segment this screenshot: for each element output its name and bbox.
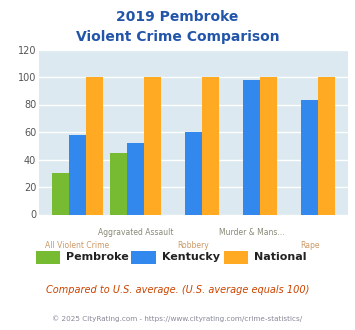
Text: Kentucky: Kentucky bbox=[162, 252, 219, 262]
Text: Rape: Rape bbox=[300, 241, 319, 249]
Text: Murder & Mans...: Murder & Mans... bbox=[219, 228, 284, 237]
Text: 2019 Pembroke: 2019 Pembroke bbox=[116, 10, 239, 24]
Text: Violent Crime Comparison: Violent Crime Comparison bbox=[76, 30, 279, 44]
Text: Robbery: Robbery bbox=[178, 241, 209, 249]
Text: Pembroke: Pembroke bbox=[66, 252, 129, 262]
Bar bbox=[202, 77, 219, 214]
Text: © 2025 CityRating.com - https://www.cityrating.com/crime-statistics/: © 2025 CityRating.com - https://www.city… bbox=[53, 315, 302, 322]
Bar bbox=[110, 152, 127, 214]
Bar bbox=[52, 173, 69, 214]
Text: Compared to U.S. average. (U.S. average equals 100): Compared to U.S. average. (U.S. average … bbox=[46, 285, 309, 295]
Text: Aggravated Assault: Aggravated Assault bbox=[98, 228, 173, 237]
Bar bbox=[69, 135, 86, 214]
Text: National: National bbox=[254, 252, 306, 262]
Bar bbox=[243, 80, 260, 214]
Bar bbox=[86, 77, 103, 214]
Bar bbox=[260, 77, 277, 214]
Bar bbox=[301, 100, 318, 214]
Bar bbox=[144, 77, 161, 214]
Bar bbox=[127, 143, 144, 214]
Text: All Violent Crime: All Violent Crime bbox=[45, 241, 109, 249]
Bar bbox=[185, 132, 202, 214]
Bar bbox=[318, 77, 335, 214]
